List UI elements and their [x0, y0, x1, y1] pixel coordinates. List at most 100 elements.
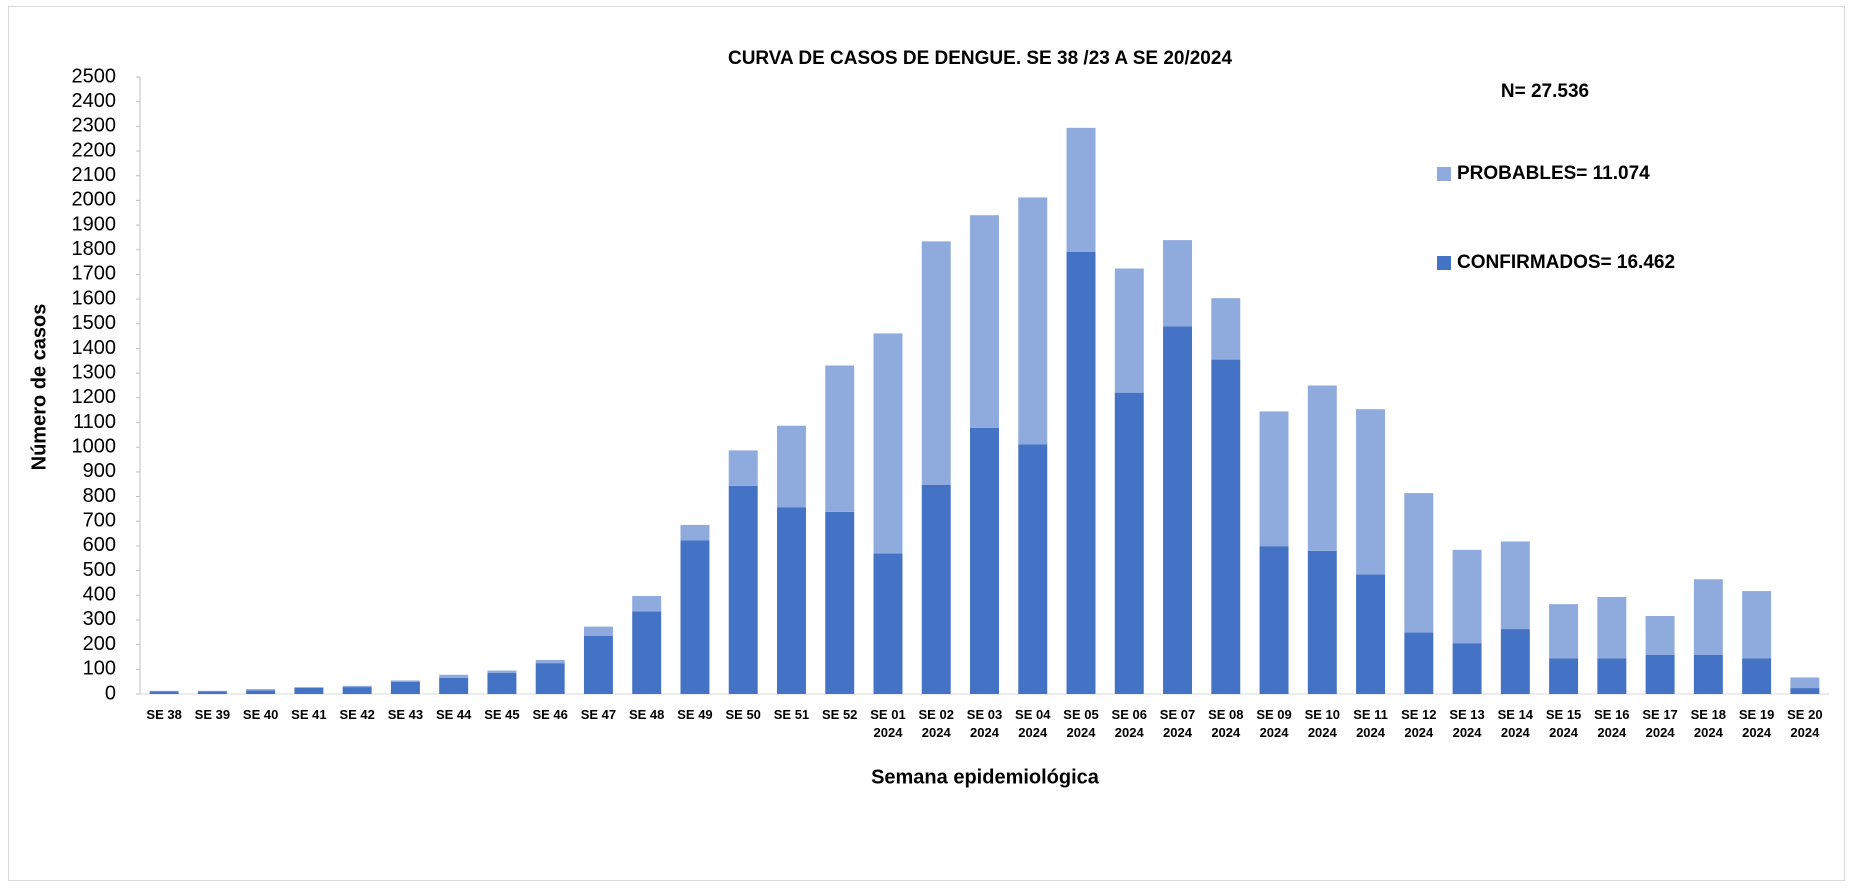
x-tick-label: SE 40 — [242, 707, 279, 722]
x-tick-label: SE 20 2024 — [1787, 707, 1823, 740]
bar — [1452, 643, 1482, 694]
bar — [1163, 326, 1193, 694]
bar — [439, 674, 469, 678]
bar — [632, 596, 662, 612]
y-tick-label: 200 — [83, 633, 116, 655]
bar — [1307, 385, 1337, 551]
bar — [149, 691, 179, 694]
bar — [1307, 550, 1337, 694]
y-tick-label: 900 — [83, 460, 116, 482]
bar — [149, 690, 179, 692]
x-tick-label: SE 44 — [435, 707, 472, 722]
bar — [970, 427, 999, 694]
bar — [583, 636, 613, 694]
bar — [1597, 658, 1627, 694]
bar — [1259, 546, 1289, 694]
y-tick-label: 700 — [83, 510, 116, 532]
x-tick-label: SE 10 2024 — [1304, 707, 1340, 740]
bar — [583, 626, 613, 637]
bar — [1693, 655, 1723, 694]
bar — [825, 365, 855, 512]
x-tick-label: SE 13 2024 — [1449, 707, 1485, 740]
bar — [776, 507, 806, 694]
x-tick-label: SE 47 — [580, 707, 617, 722]
bar — [390, 680, 420, 682]
x-tick-label: SE 19 2024 — [1738, 707, 1775, 740]
bar — [294, 687, 324, 694]
bar — [873, 553, 903, 694]
bar — [728, 450, 758, 486]
x-tick-label: SE 02 2024 — [918, 707, 954, 740]
y-tick-label: 1100 — [73, 411, 116, 433]
y-tick-label: 1300 — [72, 361, 117, 383]
x-tick-label: SE 52 — [822, 707, 858, 722]
x-tick-label: SE 03 2024 — [966, 707, 1003, 740]
x-tick-label: SE 39 — [194, 707, 231, 722]
x-tick-label: SE 05 2024 — [1063, 707, 1099, 740]
bar — [1742, 658, 1772, 694]
bar — [1018, 444, 1048, 694]
bar — [1597, 597, 1627, 659]
bar — [535, 663, 565, 694]
bar — [1066, 127, 1096, 252]
bar — [1163, 240, 1193, 327]
bar — [1259, 411, 1289, 547]
bar — [1211, 298, 1241, 360]
annotation: N= 27.536 — [1501, 81, 1589, 102]
y-tick-label: 1700 — [72, 263, 117, 285]
bar — [294, 687, 324, 688]
y-tick-label: 600 — [83, 534, 116, 556]
y-tick-label: 1900 — [72, 213, 117, 235]
bar — [632, 611, 662, 694]
bar — [1742, 591, 1772, 659]
x-tick-label: SE 45 — [484, 707, 520, 722]
y-tick-label: 100 — [83, 658, 116, 680]
bar — [873, 333, 903, 554]
bar — [1356, 574, 1386, 694]
x-tick-label: SE 49 — [677, 707, 713, 722]
x-tick-label: SE 51 — [773, 707, 810, 722]
y-tick-label: 1800 — [72, 238, 117, 260]
y-tick-label: 1400 — [72, 337, 117, 359]
bar — [1549, 658, 1579, 694]
legend-label: CONFIRMADOS= 16.462 — [1457, 252, 1675, 273]
x-tick-label: SE 04 2024 — [1015, 707, 1051, 740]
legend-label: PROBABLES= 11.074 — [1457, 163, 1650, 184]
bar — [1693, 579, 1723, 656]
bar — [970, 215, 999, 428]
bar — [776, 425, 806, 508]
bar — [728, 485, 758, 694]
bar — [680, 540, 710, 694]
bar — [342, 685, 372, 688]
bar — [342, 687, 372, 694]
x-tick-label: SE 38 — [146, 707, 182, 722]
bar — [535, 659, 565, 664]
y-tick-label: 0 — [105, 682, 116, 704]
x-tick-label: SE 41 — [291, 707, 327, 722]
y-tick-label: 300 — [83, 608, 116, 630]
bar — [439, 677, 469, 694]
legend-swatch — [1437, 256, 1451, 270]
x-tick-label: SE 17 2024 — [1642, 707, 1678, 740]
x-tick-label: SE 14 2024 — [1497, 707, 1534, 740]
legend-swatch — [1437, 167, 1451, 181]
bar — [1645, 655, 1675, 694]
x-tick-label: SE 01 2024 — [870, 707, 906, 740]
y-tick-label: 2000 — [72, 189, 117, 211]
bar — [487, 670, 517, 674]
x-tick-label: SE 11 2024 — [1353, 707, 1388, 740]
bar — [680, 524, 710, 541]
bar — [1452, 549, 1482, 644]
bar — [1114, 268, 1144, 393]
y-tick-label: 800 — [83, 485, 116, 507]
y-tick-label: 1600 — [72, 287, 117, 309]
bar — [1500, 541, 1530, 630]
bar — [197, 690, 227, 692]
bar — [246, 689, 276, 691]
x-tick-label: SE 46 — [532, 707, 568, 722]
bar — [1114, 392, 1144, 694]
frame — [8, 6, 1845, 881]
y-tick-label: 1000 — [72, 435, 117, 457]
